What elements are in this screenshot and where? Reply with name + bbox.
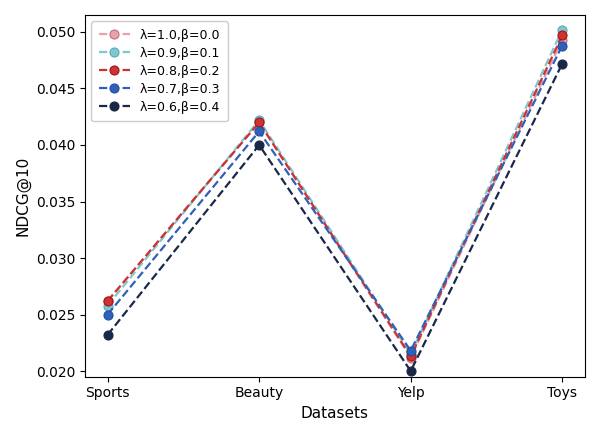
λ=1.0,β=0.0 (407, 355, 415, 360)
λ=1.0,β=0.0 (104, 298, 111, 303)
λ=0.7,β=0.3 (104, 312, 111, 317)
X-axis label: Datasets: Datasets (301, 406, 369, 421)
λ=0.9,β=0.1 (407, 351, 415, 357)
λ=0.7,β=0.3 (407, 348, 415, 353)
λ=0.9,β=0.1 (559, 27, 566, 32)
Line: λ=0.7,β=0.3: λ=0.7,β=0.3 (103, 41, 567, 355)
λ=0.8,β=0.2 (407, 354, 415, 359)
λ=0.9,β=0.1 (256, 118, 263, 123)
λ=0.8,β=0.2 (256, 120, 263, 125)
λ=0.9,β=0.1 (104, 303, 111, 308)
Line: λ=0.9,β=0.1: λ=0.9,β=0.1 (103, 25, 567, 359)
λ=0.8,β=0.2 (559, 33, 566, 38)
λ=0.7,β=0.3 (256, 129, 263, 134)
Y-axis label: NDCG@10: NDCG@10 (15, 156, 30, 236)
Line: λ=0.6,β=0.4: λ=0.6,β=0.4 (103, 59, 567, 375)
λ=1.0,β=0.0 (559, 37, 566, 42)
λ=0.6,β=0.4 (407, 368, 415, 374)
λ=1.0,β=0.0 (256, 120, 263, 125)
λ=0.7,β=0.3 (559, 43, 566, 48)
λ=0.6,β=0.4 (256, 143, 263, 148)
Legend: λ=1.0,β=0.0, λ=0.9,β=0.1, λ=0.8,β=0.2, λ=0.7,β=0.3, λ=0.6,β=0.4: λ=1.0,β=0.0, λ=0.9,β=0.1, λ=0.8,β=0.2, λ… (91, 21, 228, 121)
λ=0.6,β=0.4 (104, 332, 111, 337)
λ=0.6,β=0.4 (559, 61, 566, 66)
Line: λ=0.8,β=0.2: λ=0.8,β=0.2 (103, 31, 567, 361)
λ=0.8,β=0.2 (104, 298, 111, 303)
Line: λ=1.0,β=0.0: λ=1.0,β=0.0 (103, 35, 567, 362)
